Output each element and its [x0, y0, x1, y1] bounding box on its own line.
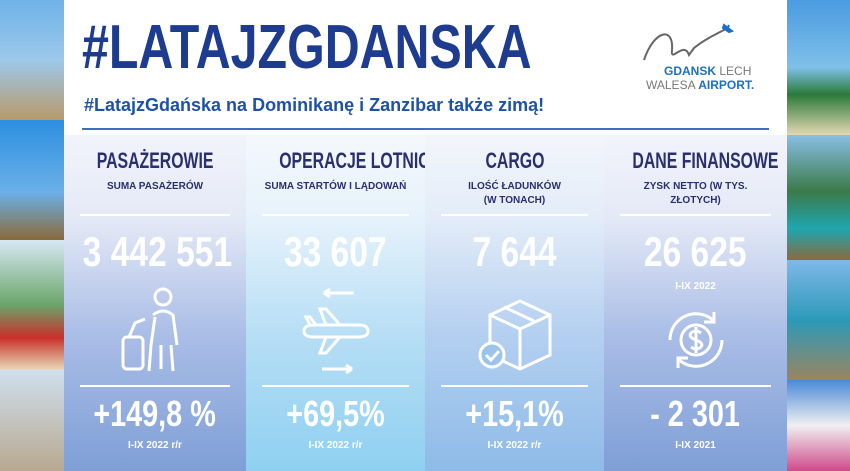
traveler-with-suitcase-icon [121, 287, 179, 372]
infographic: #LATAJZGDANSKA #LatajzGdańska na Dominik… [64, 0, 787, 471]
passengers-value: 3 442 551 [82, 228, 233, 275]
divider [620, 385, 771, 387]
logo-text-walesa: WALESA [646, 78, 699, 92]
operations-change: +69,5% [286, 393, 385, 434]
page-title: #LATAJZGDANSKA [82, 13, 532, 82]
page-subtitle: #LatajzGdańska na Dominikanę i Zanzibar … [84, 95, 545, 115]
divider [620, 214, 771, 216]
column-heading: CARGO [485, 148, 544, 173]
logo-text-airport: AIRPORT. [698, 78, 755, 92]
divider [441, 214, 588, 216]
financial-column: DANE FINANSOWE ZYSK NETTO (W TYS. ZŁOTYC… [604, 135, 787, 471]
photo-sea-arch [787, 260, 850, 380]
flight-operations-column: OPERACJE LOTNICZE SUMA STARTÓW I LĄDOWAŃ… [246, 135, 425, 471]
photo-boat-island [787, 135, 850, 260]
divider [262, 214, 409, 216]
column-heading: OPERACJE LOTNICZE [279, 148, 425, 173]
change-period: I-IX 2022 r/r [308, 440, 363, 451]
airport-logo: GDANSK LECH WALESA AIRPORT. [634, 22, 784, 94]
column-heading: DANE FINANSOWE [632, 148, 779, 173]
column-subheading: ILOŚĆ ŁADUNKÓW (W TONACH) [468, 181, 561, 206]
passengers-column: PASAŻEROWIE SUMA PASAŻERÓW 3 442 551 +14… [64, 135, 246, 471]
dollar-cycle-icon [667, 312, 724, 368]
divider [80, 214, 230, 216]
logo-text-lech: LECH [716, 64, 752, 78]
net-profit-comparison: - 2 301 [650, 393, 741, 434]
column-heading: PASAŻEROWIE [96, 148, 214, 173]
left-photo-strip [0, 0, 64, 471]
logo-swoosh-plane-icon [643, 23, 735, 61]
column-subheading: ZYSK NETTO (W TYS. ZŁOTYCH) [643, 181, 748, 206]
photo-park-guell [0, 0, 64, 120]
airplane-icon [301, 287, 370, 375]
change-period: I-IX 2022 r/r [128, 440, 182, 451]
divider [262, 385, 409, 387]
net-profit-value: 26 625 [644, 228, 747, 275]
package-icon [478, 299, 551, 371]
photo-palms-car [0, 240, 64, 370]
photo-palm-beach [787, 0, 850, 135]
photo-cactus [0, 120, 64, 240]
comparison-period: I-IX 2021 [675, 440, 716, 451]
value-period: I-IX 2022 [675, 281, 716, 292]
change-period: I-IX 2022 r/r [487, 440, 542, 451]
operations-value: 33 607 [284, 228, 387, 275]
column-subheading: SUMA PASAŻERÓW [106, 181, 204, 192]
logo-text-gdansk: GDANSK [664, 64, 717, 78]
cargo-column: CARGO ILOŚĆ ŁADUNKÓW (W TONACH) 7 644 +1… [425, 135, 604, 471]
divider [441, 385, 588, 387]
cargo-change: +15,1% [465, 393, 564, 434]
photo-building [0, 370, 64, 471]
passengers-change: +149,8 % [93, 393, 217, 434]
photo-santorini [787, 380, 850, 471]
cargo-value: 7 644 [472, 228, 557, 275]
header-divider [82, 128, 769, 130]
column-subheading: SUMA STARTÓW I LĄDOWAŃ [264, 181, 407, 192]
divider [80, 385, 230, 387]
right-photo-strip [787, 0, 850, 471]
